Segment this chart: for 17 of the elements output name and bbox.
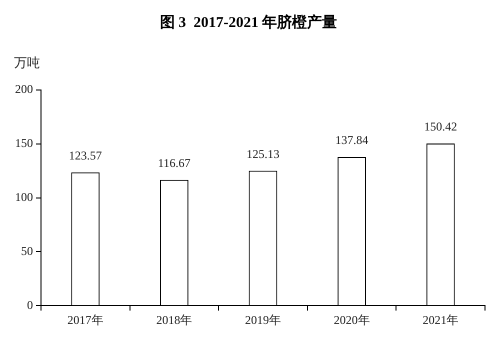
y-tick-label: 100 — [15, 190, 33, 204]
data-label: 125.13 — [246, 146, 280, 161]
data-label: 137.84 — [335, 133, 368, 148]
chart-title: 图 3 2017-2021 年脐橙产量 — [160, 12, 338, 31]
x-tick-label: 2021年 — [422, 312, 459, 327]
x-tick-label: 2017年 — [67, 312, 104, 327]
data-label: 116.67 — [158, 156, 190, 170]
y-tick-label: 50 — [21, 244, 33, 258]
x-tick-label: 2020年 — [334, 312, 370, 327]
data-label: 123.57 — [68, 148, 102, 163]
y-tick-label: 0 — [27, 298, 33, 312]
data-label: 150.42 — [424, 120, 458, 134]
x-tick-label: 2018年 — [156, 312, 192, 327]
y-tick-label: 150 — [15, 136, 33, 150]
y-tick-label: 200 — [15, 82, 33, 96]
x-tick-label: 2019年 — [245, 312, 281, 327]
y-axis-title: 万吨 — [14, 54, 40, 70]
